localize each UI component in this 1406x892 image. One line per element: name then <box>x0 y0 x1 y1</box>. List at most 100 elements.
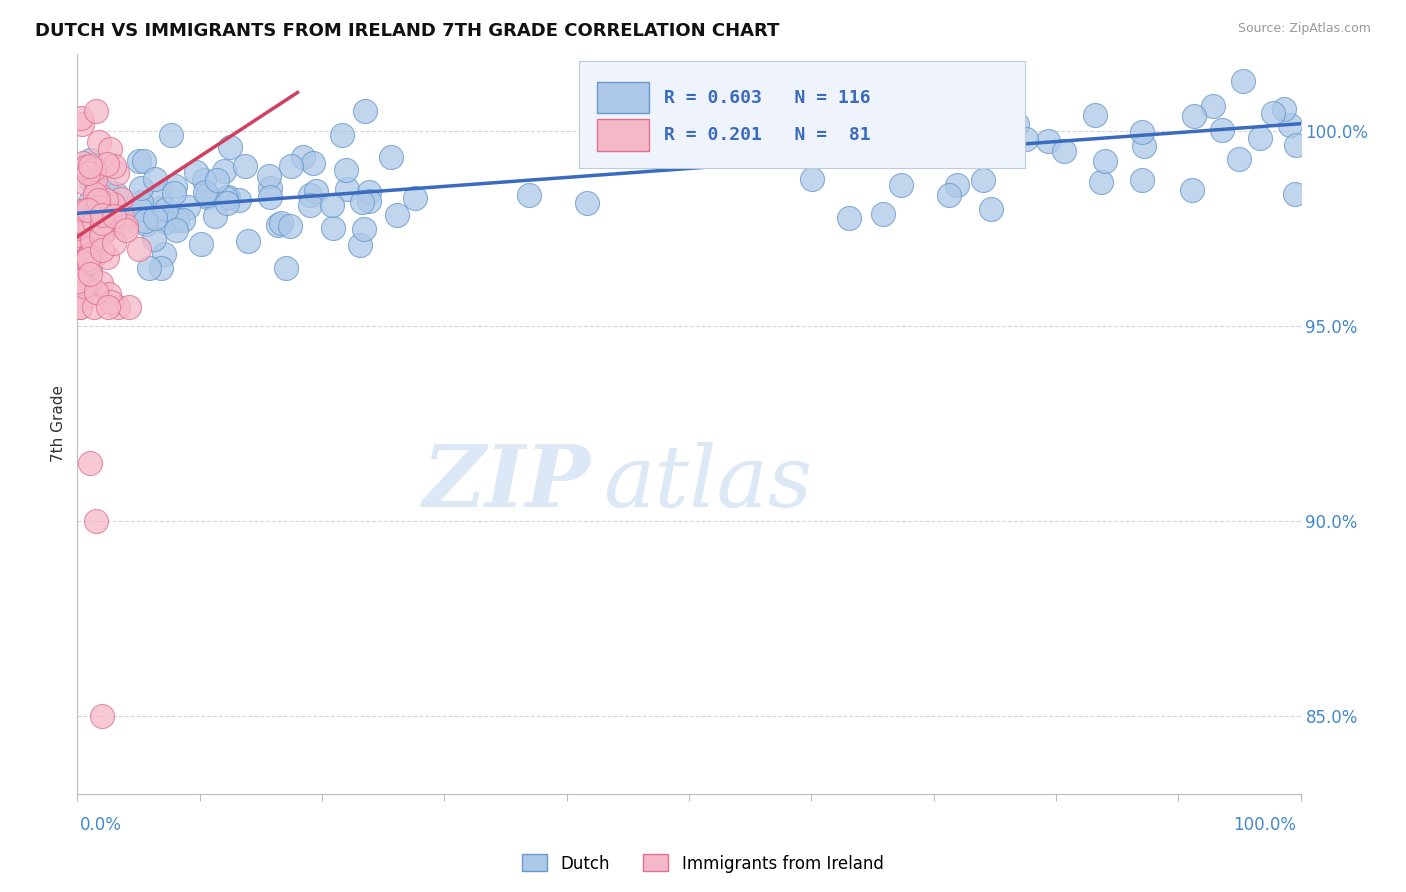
Point <box>349 237 371 252</box>
Point <box>194 185 217 199</box>
Point <box>82 204 104 219</box>
Point <box>83 166 105 180</box>
Point <box>259 169 281 183</box>
Point <box>84 186 107 201</box>
Point <box>1232 74 1254 88</box>
Point <box>69 300 91 314</box>
Point <box>132 153 155 168</box>
Point <box>1211 122 1233 136</box>
Point <box>215 195 238 210</box>
Point <box>67 219 90 234</box>
Point <box>128 154 150 169</box>
Point <box>97 300 120 314</box>
Point <box>972 173 994 187</box>
Point <box>292 150 315 164</box>
Point <box>165 223 187 237</box>
Point <box>576 195 599 210</box>
Point <box>87 201 110 215</box>
Point <box>357 194 380 208</box>
Point <box>82 163 104 178</box>
Point <box>67 240 90 254</box>
Point <box>980 202 1002 217</box>
Point <box>149 260 172 275</box>
Point <box>149 189 172 203</box>
Point <box>894 117 917 131</box>
Point <box>72 155 94 169</box>
Point <box>83 248 105 262</box>
Point <box>69 214 91 228</box>
Point <box>79 260 101 275</box>
Point <box>100 294 122 309</box>
Point <box>103 159 125 173</box>
Point <box>66 221 89 235</box>
Point <box>86 193 108 207</box>
Point <box>115 223 138 237</box>
Point <box>77 166 100 180</box>
Point <box>1130 125 1153 139</box>
Point <box>75 252 97 267</box>
Point <box>163 178 186 193</box>
Point <box>83 162 105 177</box>
Point <box>103 236 125 251</box>
Point <box>86 186 108 200</box>
Point <box>143 232 166 246</box>
Point <box>218 190 240 204</box>
Point <box>70 111 93 125</box>
Point <box>931 107 953 121</box>
Point <box>350 194 373 209</box>
Point <box>1284 186 1306 201</box>
Point <box>79 159 101 173</box>
Point <box>111 210 134 224</box>
Point <box>105 165 128 179</box>
Point <box>117 300 139 314</box>
Point <box>77 255 100 269</box>
Point <box>94 193 117 207</box>
Point <box>838 211 860 225</box>
Point <box>304 184 326 198</box>
Point <box>73 176 96 190</box>
Point <box>129 202 152 217</box>
Point <box>1130 173 1153 187</box>
Point <box>84 514 107 528</box>
Point <box>1250 131 1272 145</box>
Point <box>259 190 281 204</box>
Point <box>800 172 823 186</box>
Point <box>84 285 107 299</box>
Point <box>1285 138 1308 153</box>
Point <box>90 208 112 222</box>
Point <box>322 221 344 235</box>
Point <box>83 300 105 314</box>
Point <box>90 225 112 239</box>
Point <box>80 174 103 188</box>
Point <box>90 276 112 290</box>
Point <box>105 187 128 202</box>
Point <box>890 178 912 192</box>
Point <box>1182 109 1205 123</box>
Point <box>73 278 96 293</box>
Text: 0.0%: 0.0% <box>80 816 122 834</box>
Point <box>86 104 108 119</box>
Point <box>517 187 540 202</box>
Point <box>267 218 290 232</box>
Point <box>82 247 104 261</box>
Point <box>79 194 101 209</box>
Point <box>228 193 250 207</box>
Y-axis label: 7th Grade: 7th Grade <box>51 385 66 462</box>
Point <box>79 247 101 261</box>
Point <box>155 215 177 229</box>
Point <box>114 219 136 233</box>
Point <box>335 163 357 178</box>
Point <box>75 290 97 304</box>
Point <box>134 214 156 228</box>
Point <box>79 267 101 281</box>
Point <box>87 135 110 149</box>
Point <box>103 209 125 223</box>
Point <box>330 128 353 142</box>
Point <box>195 188 218 202</box>
Point <box>96 157 118 171</box>
Point <box>97 287 120 301</box>
Point <box>259 181 281 195</box>
Point <box>79 153 101 167</box>
Point <box>205 173 228 187</box>
Point <box>938 187 960 202</box>
